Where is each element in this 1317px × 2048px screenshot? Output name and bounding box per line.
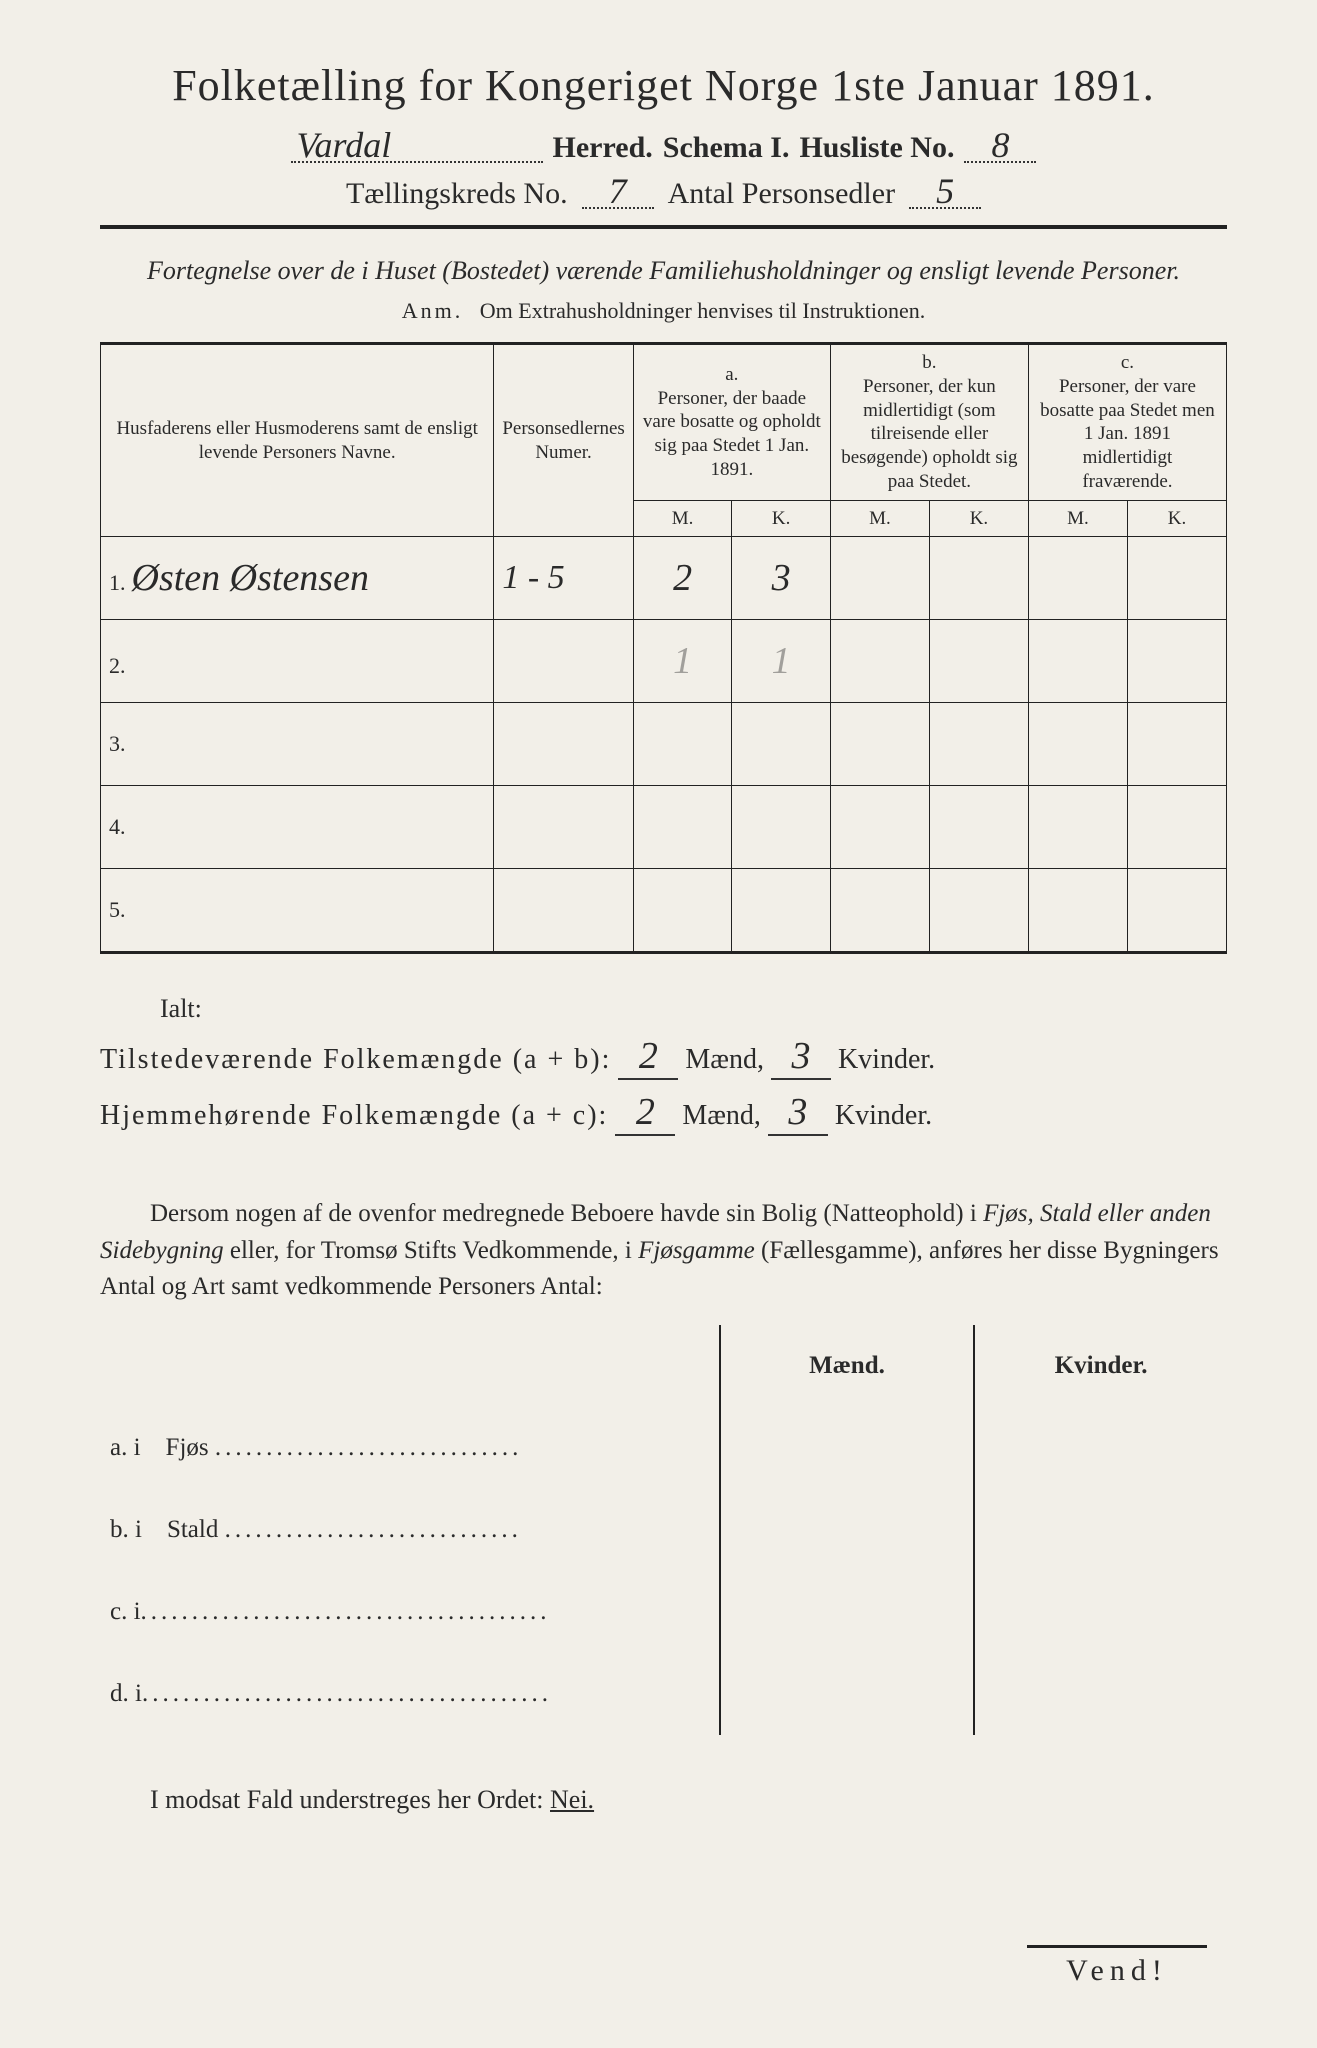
row-name: 4.: [101, 786, 494, 869]
kvinder-label: Kvinder.: [838, 1044, 935, 1075]
sub-row-a: a. i Fjøs ..............................: [100, 1407, 1227, 1489]
nei-line: I modsat Fald understreges her Ordet: Ne…: [100, 1785, 1227, 1815]
th-c-text: Personer, der vare bosatte paa Stedet me…: [1037, 375, 1218, 494]
row-c-m: [1028, 620, 1127, 703]
row-b-k: [929, 620, 1028, 703]
th-b-k: K.: [929, 500, 1028, 537]
table-row: 5.: [101, 869, 1227, 953]
present-m: 2: [618, 1034, 678, 1080]
maend-label: Mænd,: [685, 1044, 764, 1075]
divider: [100, 225, 1227, 229]
husliste-value: 8: [964, 129, 1036, 163]
row-b-m: [830, 620, 929, 703]
row-b-k: [929, 537, 1028, 620]
table-row: 2. 1 1: [101, 620, 1227, 703]
table-row: 4.: [101, 786, 1227, 869]
th-name: Husfaderens eller Husmoderens samt de en…: [101, 344, 494, 537]
sub-row-c: c. i....................................…: [100, 1571, 1227, 1653]
th-a-letter: a.: [642, 363, 822, 387]
herred-value: Vardal: [291, 129, 543, 163]
maend-label: Mænd,: [682, 1100, 761, 1131]
row-num: [494, 869, 633, 953]
antal-value: 5: [909, 175, 981, 209]
anm-line: Anm. Om Extrahusholdninger henvises til …: [100, 298, 1227, 324]
sub-row-b: b. i Stald .............................: [100, 1489, 1227, 1571]
sub-maend: Mænd.: [720, 1325, 974, 1407]
header-line-2: Tællingskreds No. 7 Antal Personsedler 5: [100, 175, 1227, 211]
resident-k: 3: [768, 1090, 828, 1136]
totals-block: Ialt: Tilstedeværende Folkemængde (a + b…: [100, 994, 1227, 1136]
row-c-k: [1128, 537, 1227, 620]
row-a-m: 1: [633, 620, 732, 703]
header-line-1: Vardal Herred. Schema I. Husliste No. 8: [100, 129, 1227, 165]
th-c-m: M.: [1028, 500, 1127, 537]
kreds-label: Tællingskreds No.: [346, 177, 568, 211]
table-row: 1.Østen Østensen 1 - 5 2 3: [101, 537, 1227, 620]
kvinder-label: Kvinder.: [835, 1100, 932, 1131]
th-b-letter: b.: [839, 351, 1020, 375]
herred-label: Herred.: [553, 131, 653, 165]
table-row: 3.: [101, 703, 1227, 786]
row-a-k: 1: [732, 620, 830, 703]
row-num: [494, 786, 633, 869]
row-a-m: 2: [633, 537, 732, 620]
page-title: Folketælling for Kongeriget Norge 1ste J…: [100, 60, 1227, 111]
kreds-value: 7: [582, 175, 654, 209]
row-num: [494, 620, 633, 703]
row-c-m: [1028, 537, 1127, 620]
anm-label: Anm.: [402, 298, 464, 323]
resident-label: Hjemmehørende Folkemængde (a + c):: [100, 1100, 608, 1131]
th-b-text: Personer, der kun midlertidigt (som tilr…: [839, 375, 1020, 494]
row-name: 5.: [101, 869, 494, 953]
th-c-top: c. Personer, der vare bosatte paa Stedet…: [1028, 344, 1226, 501]
resident-m: 2: [615, 1090, 675, 1136]
row-name: 2.: [101, 620, 494, 703]
nei-word: Nei.: [550, 1785, 594, 1814]
table-body: 1.Østen Østensen 1 - 5 2 3 2. 1 1 3: [101, 537, 1227, 953]
th-a-text: Personer, der baade vare bosatte og opho…: [642, 387, 822, 482]
row-num: [494, 703, 633, 786]
totals-row-present: Tilstedeværende Folkemængde (a + b): 2 M…: [100, 1034, 1227, 1080]
anm-text: Om Extrahusholdninger henvises til Instr…: [480, 298, 925, 323]
present-label: Tilstedeværende Folkemængde (a + b):: [100, 1044, 611, 1075]
sub-kvinder: Kvinder.: [974, 1325, 1227, 1407]
row-c-k: [1128, 620, 1227, 703]
ialt-label: Ialt:: [160, 994, 1227, 1024]
th-c-letter: c.: [1037, 351, 1218, 375]
husliste-label: Husliste No.: [799, 131, 954, 165]
sub-row-d: d. i....................................…: [100, 1653, 1227, 1735]
antal-label: Antal Personsedler: [668, 177, 895, 211]
census-form-page: Folketælling for Kongeriget Norge 1ste J…: [0, 0, 1317, 2048]
th-b-m: M.: [830, 500, 929, 537]
th-b-top: b. Personer, der kun midlertidigt (som t…: [830, 344, 1028, 501]
th-a-m: M.: [633, 500, 732, 537]
household-table: Husfaderens eller Husmoderens samt de en…: [100, 342, 1227, 954]
schema-label: Schema I.: [663, 131, 790, 165]
outbuilding-table: Mænd. Kvinder. a. i Fjøs ...............…: [100, 1325, 1227, 1735]
totals-row-resident: Hjemmehørende Folkemængde (a + c): 2 Mæn…: [100, 1090, 1227, 1136]
present-k: 3: [771, 1034, 831, 1080]
th-a-k: K.: [732, 500, 830, 537]
row-num: 1 - 5: [494, 537, 633, 620]
subtitle: Fortegnelse over de i Huset (Bostedet) v…: [140, 253, 1187, 288]
outbuilding-paragraph: Dersom nogen af de ovenfor medregnede Be…: [100, 1196, 1227, 1305]
row-b-m: [830, 537, 929, 620]
th-c-k: K.: [1128, 500, 1227, 537]
th-num: Personsedlernes Numer.: [494, 344, 633, 537]
vend-footer: Vend!: [1027, 1945, 1207, 1988]
th-a-top: a. Personer, der baade vare bosatte og o…: [633, 344, 830, 501]
row-name: 1.Østen Østensen: [101, 537, 494, 620]
row-a-k: 3: [732, 537, 830, 620]
row-name: 3.: [101, 703, 494, 786]
